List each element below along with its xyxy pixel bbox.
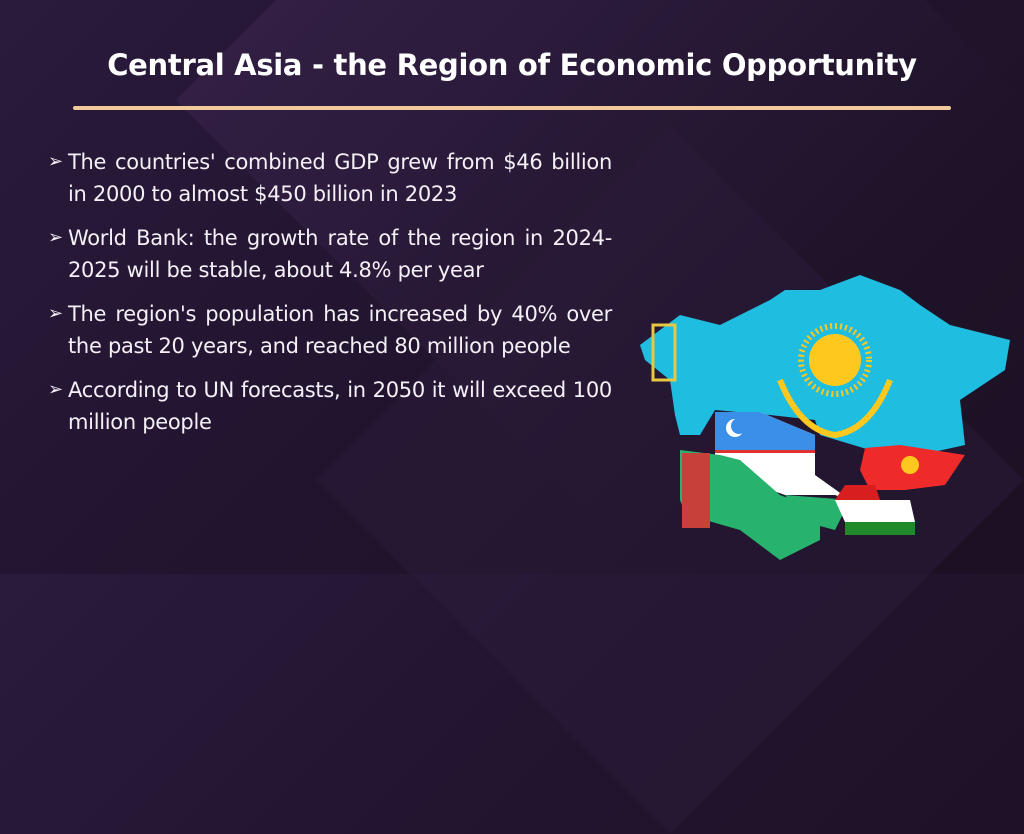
kazakh-ornament: [651, 323, 677, 382]
uzbekistan-stripe: [715, 450, 815, 453]
bullet-item: ➢ The countries' combined GDP grew from $…: [48, 146, 612, 210]
turkmen-carpet-stripe: [682, 453, 710, 528]
arrowhead-bullet-icon: ➢: [48, 303, 63, 324]
slide-title: Central Asia - the Region of Economic Op…: [107, 48, 917, 82]
arrowhead-bullet-icon: ➢: [48, 151, 63, 172]
title-divider: [73, 106, 951, 110]
bullet-list: ➢ The countries' combined GDP grew from $…: [48, 146, 612, 450]
kyrgyz-sun-icon: [901, 456, 919, 474]
central-asia-flag-map: [640, 275, 1010, 560]
bullet-text: World Bank: the growth rate of the regio…: [68, 226, 612, 282]
uzbekistan-green-band: [785, 495, 850, 530]
bullet-item: ➢ The region's population has increased b…: [48, 298, 612, 362]
tajikistan-region: [835, 500, 915, 522]
tajikistan-green-band: [845, 522, 915, 535]
crescent-cutout: [731, 418, 747, 434]
bullet-item: ➢ According to UN forecasts, in 2050 it w…: [48, 374, 612, 438]
arrowhead-bullet-icon: ➢: [48, 379, 63, 400]
turkmenistan-region: [680, 450, 820, 560]
bullet-text: According to UN forecasts, in 2050 it wi…: [68, 378, 612, 434]
bullet-item: ➢ World Bank: the growth rate of the regi…: [48, 222, 612, 286]
sun-icon: [777, 323, 893, 439]
bullet-text: The countries' combined GDP grew from $4…: [68, 150, 612, 206]
arrowhead-bullet-icon: ➢: [48, 227, 63, 248]
bullet-text: The region's population has increased by…: [68, 302, 612, 358]
tajikistan-red-band: [835, 485, 880, 500]
